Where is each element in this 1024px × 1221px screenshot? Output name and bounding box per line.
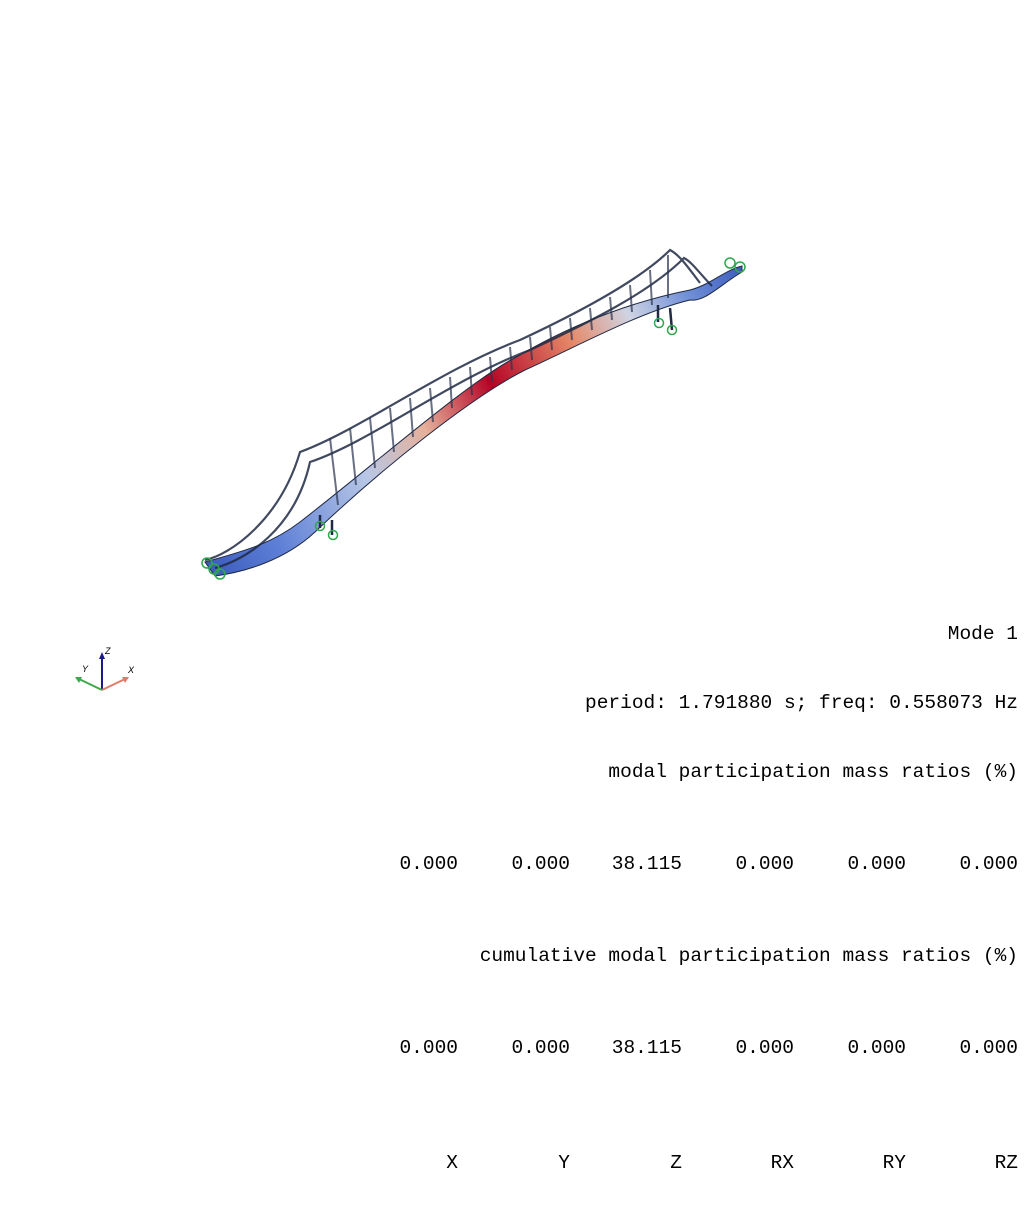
support-markers <box>201 257 746 580</box>
bridge-piers <box>318 305 674 535</box>
dof-labels-row: X Y Z RX RY RZ <box>299 1129 1018 1198</box>
x-axis-label: X <box>127 665 135 675</box>
model-viewport[interactable] <box>0 0 1024 768</box>
x-axis-arrow <box>101 677 129 691</box>
mass-ratio-value: 0.000 <box>399 853 458 875</box>
period-frequency: period: 1.791880 s; freq: 0.558073 Hz <box>585 692 1018 714</box>
dof-label: Z <box>670 1152 682 1174</box>
mass-ratio-value: 38.115 <box>611 853 682 875</box>
mode-title: Mode 1 <box>947 623 1018 645</box>
cumulative-ratio-value: 0.000 <box>959 1037 1018 1059</box>
z-axis-label: Z <box>104 646 111 656</box>
dof-label: RY <box>882 1152 906 1174</box>
mass-ratio-value: 0.000 <box>959 853 1018 875</box>
cumulative-ratios-row: 0.000 0.000 38.115 0.000 0.000 0.000 <box>299 1014 1018 1083</box>
cumulative-ratios-title: cumulative modal participation mass rati… <box>479 945 1018 967</box>
cumulative-ratio-value: 0.000 <box>847 1037 906 1059</box>
cumulative-ratio-value: 0.000 <box>399 1037 458 1059</box>
z-axis-arrow <box>99 652 105 690</box>
dof-label: X <box>446 1152 458 1174</box>
cumulative-ratio-value: 0.000 <box>511 1037 570 1059</box>
mass-ratios-row: 0.000 0.000 38.115 0.000 0.000 0.000 <box>299 830 1018 899</box>
dof-label: RZ <box>994 1152 1018 1174</box>
cumulative-ratio-value: 38.115 <box>611 1037 682 1059</box>
modal-info-panel: Mode 1 period: 1.791880 s; freq: 0.55807… <box>299 577 1018 1221</box>
axes-triad: Z X Y <box>75 646 135 691</box>
mass-ratio-value: 0.000 <box>735 853 794 875</box>
y-axis-arrow <box>75 677 103 691</box>
mass-ratio-value: 0.000 <box>511 853 570 875</box>
y-axis-label: Y <box>82 664 89 674</box>
bridge-hangers <box>329 255 669 506</box>
cumulative-ratio-value: 0.000 <box>735 1037 794 1059</box>
bridge-model <box>201 248 746 580</box>
bridge-deck <box>204 265 743 577</box>
bridge-frame <box>204 248 713 570</box>
dof-label: RX <box>770 1152 794 1174</box>
dof-label: Y <box>558 1152 570 1174</box>
mass-ratios-title: modal participation mass ratios (%) <box>608 761 1018 783</box>
mass-ratio-value: 0.000 <box>847 853 906 875</box>
